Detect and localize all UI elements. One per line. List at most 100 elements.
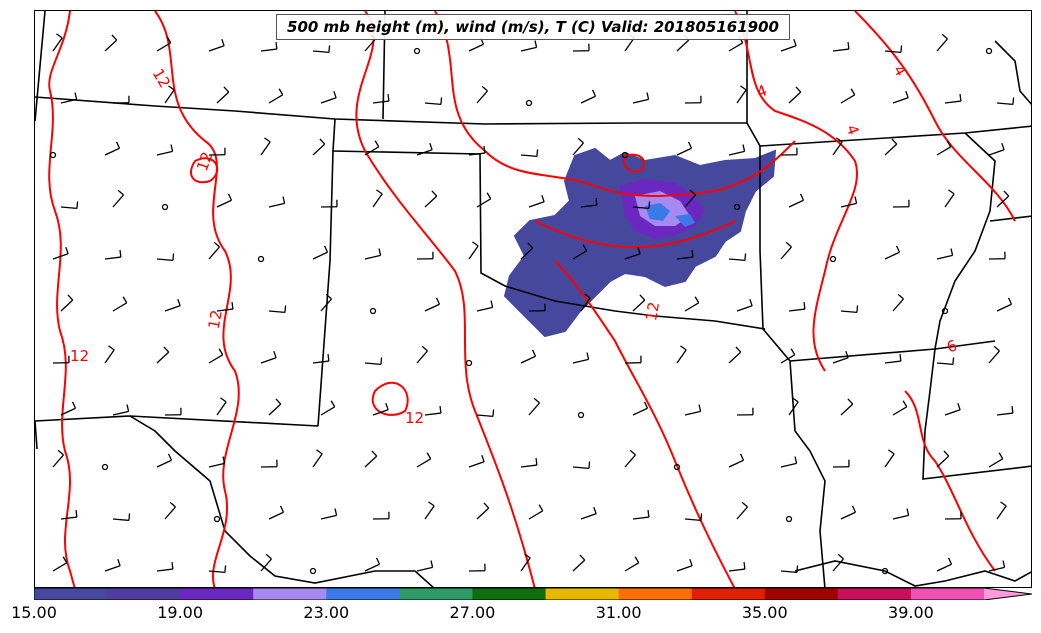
wind-barb-flag: [231, 302, 234, 310]
wind-barb: [468, 461, 485, 468]
wind-barb-flag: [534, 40, 538, 48]
calm-wind-marker: [673, 463, 681, 471]
wind-barb-flag: [220, 397, 227, 403]
contour-labels: 12 12 12 12 12 12 4 4 4 6: [70, 62, 959, 427]
wind-barb-flag: [1001, 142, 1005, 151]
wind-barb-flag: [897, 293, 904, 300]
wind-barb-flag: [222, 456, 226, 464]
wind-barb: [104, 349, 115, 364]
wind-barb: [884, 453, 895, 468]
wind-barb: [728, 568, 745, 572]
wind-barb: [884, 143, 898, 156]
wind-barb-flag: [319, 138, 326, 145]
wind-barb-flag: [481, 454, 485, 463]
wind-barb-flag: [948, 189, 955, 195]
wind-barb: [112, 194, 124, 208]
wind-barb: [780, 354, 796, 364]
wind-barb-flag: [325, 293, 332, 300]
wind-barb-flag: [275, 42, 278, 50]
wind-barb: [684, 302, 700, 312]
wind-barb: [788, 401, 799, 416]
wind-barb: [728, 459, 744, 468]
wind-barb: [156, 150, 173, 156]
wind-barb-flag: [330, 400, 336, 408]
wind-barb: [624, 37, 635, 52]
wind-barb-flag: [282, 196, 286, 204]
wind-barb: [632, 407, 648, 416]
colorbar-tick-label: 39.00: [888, 603, 934, 622]
wind-barb: [892, 406, 908, 416]
wind-barb-flag: [378, 248, 382, 256]
wind-barb-flag: [946, 140, 952, 148]
wind-barb: [208, 462, 225, 468]
wind-barb-flag: [56, 33, 63, 39]
wind-barb: [624, 562, 640, 572]
wind-barb: [104, 565, 121, 572]
wind-barb-flag: [108, 345, 115, 351]
wind-barb: [312, 50, 329, 54]
wind-barb-flag: [591, 89, 597, 97]
wind-barb-flag: [680, 345, 687, 351]
wind-barb: [164, 89, 175, 104]
wind-barb: [520, 464, 537, 468]
colorbar-tick-label: 15.00: [11, 603, 57, 622]
wind-barb-flag: [744, 253, 747, 261]
wind-barb: [936, 146, 952, 156]
wind-barb: [580, 513, 597, 520]
wind-barb: [208, 354, 224, 364]
wind-barb: [580, 297, 591, 312]
wind-barb-flag: [265, 553, 272, 560]
wind-barb: [320, 298, 332, 312]
wind-barb: [676, 565, 693, 572]
wind-barb: [996, 412, 1013, 416]
wind-barb: [156, 568, 173, 572]
wind-barb: [364, 455, 378, 468]
colorbar-segment: [253, 588, 327, 600]
wind-barb: [632, 98, 649, 104]
wind-barb: [268, 94, 284, 104]
wind-barb-flag: [428, 501, 435, 507]
wind-barb-flag: [57, 449, 64, 456]
wind-barb: [988, 458, 1004, 468]
wind-barb: [684, 194, 696, 208]
wind-barb: [944, 409, 961, 416]
wind-barb: [580, 95, 596, 104]
wind-barb-flag: [792, 397, 799, 403]
wind-barb-flag: [582, 244, 588, 252]
wind-barb-flag: [795, 86, 802, 93]
wind-barb-flag: [629, 449, 636, 456]
wind-barb-flag: [691, 250, 694, 258]
calm-wind-marker: [985, 47, 993, 55]
wind-barb: [520, 154, 537, 158]
wind-barb-flag: [796, 565, 799, 573]
wind-barb: [216, 308, 233, 312]
wind-barb-flag: [845, 350, 849, 359]
wind-barb: [840, 94, 856, 104]
wind-barb: [312, 251, 328, 260]
wind-barb-flag: [698, 404, 702, 412]
wind-barb: [312, 360, 329, 364]
wind-barb-flag: [524, 553, 531, 559]
map-canvas: 12 12 12 12 12 12 4 4 4 6: [35, 11, 1031, 587]
wind-barb: [260, 558, 272, 572]
wind-barb: [476, 306, 493, 312]
calm-wind-marker: [161, 203, 169, 211]
colorbar-segment: [545, 588, 620, 600]
wind-barb-flag: [687, 141, 693, 149]
wind-barb-flag: [227, 193, 233, 201]
wind-barb: [156, 258, 173, 262]
wind-barb-flag: [952, 357, 955, 365]
calm-wind-marker: [785, 515, 793, 523]
wind-barb: [164, 305, 181, 312]
wind-barb: [996, 505, 1007, 520]
wind-barb: [60, 206, 77, 210]
contour-label: 4: [890, 62, 910, 79]
wind-barb: [892, 97, 909, 104]
wind-barb-flag: [847, 398, 854, 405]
wind-barb-flag: [742, 144, 746, 152]
wind-barb-flag: [648, 201, 651, 209]
wind-barb: [572, 559, 586, 572]
wind-barb-flag: [888, 449, 895, 455]
wind-barb: [60, 98, 77, 104]
wind-barb-flag: [426, 452, 432, 460]
